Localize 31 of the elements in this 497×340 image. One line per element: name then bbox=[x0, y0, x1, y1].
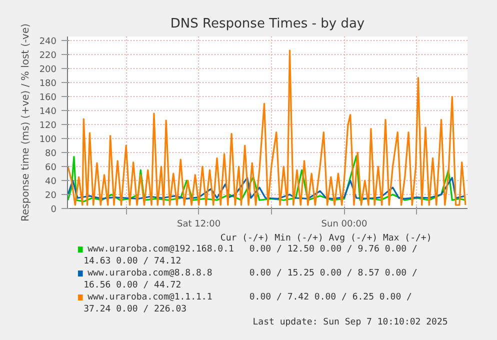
y-tick-label: 20 bbox=[45, 191, 57, 202]
line-series bbox=[68, 155, 466, 202]
text: 16.56 0.00 / 44.72 bbox=[84, 280, 182, 290]
text: Last update: Sun Sep 7 10:10:02 2025 bbox=[252, 318, 448, 328]
legend-label: www.uraroba.com@1.1.1.1 bbox=[88, 292, 212, 302]
text: 0.00 / 12.50 0.00 / 9.76 0.00 / bbox=[249, 244, 418, 254]
chart-title: DNS Response Times - by day bbox=[170, 16, 365, 32]
y-tick-label: 180 bbox=[39, 79, 57, 90]
legend-label: www.uraroba.com@192.168.0.1 bbox=[88, 244, 234, 254]
y-tick-label: 100 bbox=[39, 135, 57, 146]
y-tick-label: 220 bbox=[39, 51, 57, 62]
y-tick-label: 140 bbox=[39, 107, 57, 118]
y-tick-label: 60 bbox=[45, 163, 57, 174]
text: 0.00 / 7.42 0.00 / 6.25 0.00 / bbox=[249, 292, 412, 302]
text: 0.00 / 15.25 0.00 / 8.57 0.00 / bbox=[249, 268, 418, 278]
y-tick-label: 40 bbox=[45, 177, 57, 188]
y-tick-label: 0 bbox=[50, 205, 57, 215]
line-series bbox=[68, 50, 466, 206]
x-tick-label: Sat 12:00 bbox=[177, 220, 221, 230]
y-axis-title: Response time (ms) (+ve) / % lost (-ve) bbox=[20, 23, 32, 222]
text: 14.63 0.00 / 74.12 bbox=[84, 256, 182, 266]
line-series bbox=[68, 176, 466, 200]
y-tick-label: 160 bbox=[39, 93, 57, 104]
y-tick-label: 120 bbox=[39, 121, 57, 132]
text: Cur (-/+) Min (-/+) Avg (-/+) Max (-/+) bbox=[220, 234, 432, 244]
y-tick-label: 240 bbox=[39, 37, 57, 48]
text: 37.24 0.00 / 226.03 bbox=[84, 304, 187, 314]
x-tick-label: Sun 00:00 bbox=[321, 220, 368, 230]
legend-label: www.uraroba.com@8.8.8.8 bbox=[88, 268, 212, 278]
y-tick-label: 80 bbox=[45, 149, 57, 160]
y-tick-label: 200 bbox=[39, 65, 57, 76]
